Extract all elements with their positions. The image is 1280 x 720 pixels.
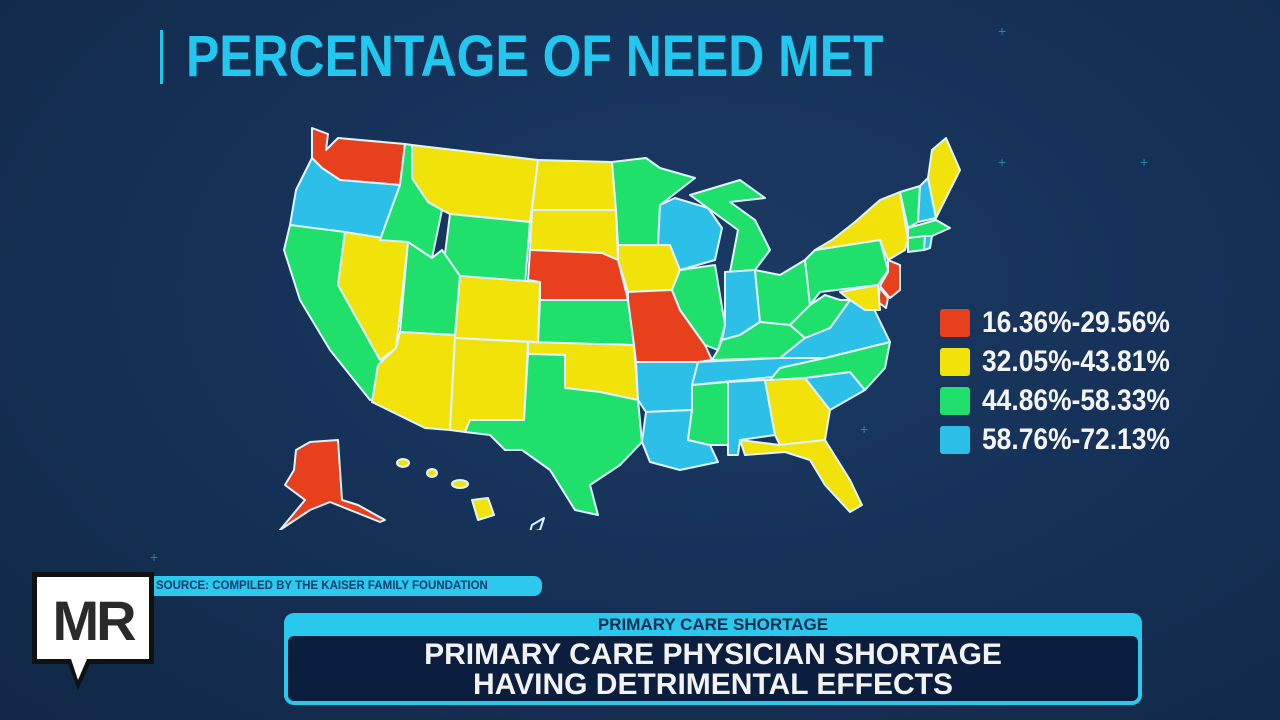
state-co [454, 275, 541, 343]
state-hi-island [426, 468, 438, 478]
legend-label: 44.86%-58.33% [982, 383, 1170, 417]
plus-decoration-icon: + [998, 154, 1007, 170]
chart-title: PERCENTAGE OF NEED MET [186, 24, 884, 89]
legend-item: 58.76%-72.13% [940, 420, 1196, 459]
plus-decoration-icon: + [860, 421, 869, 437]
territory-outline [529, 517, 545, 530]
state-ar [635, 361, 699, 413]
legend-label: 32.05%-43.81% [982, 344, 1170, 378]
state-ms [687, 381, 729, 446]
headline-line-1: PRIMARY CARE PHYSICIAN SHORTAGE [424, 638, 1002, 671]
state-nj [879, 259, 901, 299]
state-tx [464, 353, 643, 516]
lower-third-banner: PRIMARY CARE SHORTAGE PRIMARY CARE PHYSI… [284, 613, 1142, 705]
state-ia [617, 244, 681, 293]
us-choropleth-map [279, 127, 961, 530]
state-fl [739, 439, 863, 513]
lower-third-category: PRIMARY CARE SHORTAGE [597, 615, 829, 634]
state-ri [923, 235, 933, 251]
state-wv [789, 294, 851, 339]
state-hi-island [451, 479, 469, 489]
state-wi [657, 197, 723, 271]
legend-swatch-blue [940, 425, 970, 454]
mr-logo: MR [32, 572, 154, 690]
legend-swatch-red [940, 308, 970, 337]
lower-third-headline: PRIMARY CARE PHYSICIAN SHORTAGE HAVING D… [288, 636, 1138, 701]
title-accent-bar [160, 30, 163, 84]
legend-label: 58.76%-72.13% [982, 422, 1170, 456]
state-ma [907, 219, 951, 239]
legend-label: 16.36%-29.56% [982, 305, 1170, 339]
legend-item: 32.05%-43.81% [940, 342, 1196, 381]
state-me [927, 137, 961, 219]
state-nm [449, 337, 529, 433]
state-il [671, 264, 726, 351]
state-ak [279, 439, 386, 530]
legend-swatch-yellow [940, 347, 970, 376]
source-caption: SOURCE: COMPILED BY THE KAISER FAMILY FO… [152, 576, 542, 596]
plus-decoration-icon: + [1140, 154, 1149, 170]
plus-decoration-icon: + [998, 23, 1007, 39]
state-nd [531, 159, 617, 211]
legend-swatch-green [940, 386, 970, 415]
state-ne [527, 249, 629, 301]
map-legend: 16.36%-29.56% 32.05%-43.81% 44.86%-58.33… [940, 303, 1196, 459]
state-hi-island [396, 458, 410, 468]
legend-item: 16.36%-29.56% [940, 303, 1196, 342]
plus-decoration-icon: + [150, 549, 159, 565]
state-ks [537, 299, 635, 346]
state-hi-big-island [471, 497, 495, 521]
state-ny [814, 191, 909, 261]
logo-text: MR [52, 589, 136, 652]
state-mi [689, 179, 771, 273]
state-md [839, 284, 881, 311]
legend-item: 44.86%-58.33% [940, 381, 1196, 420]
headline-line-2: HAVING DETRIMENTAL EFFECTS [473, 668, 953, 701]
state-ct [907, 235, 926, 253]
